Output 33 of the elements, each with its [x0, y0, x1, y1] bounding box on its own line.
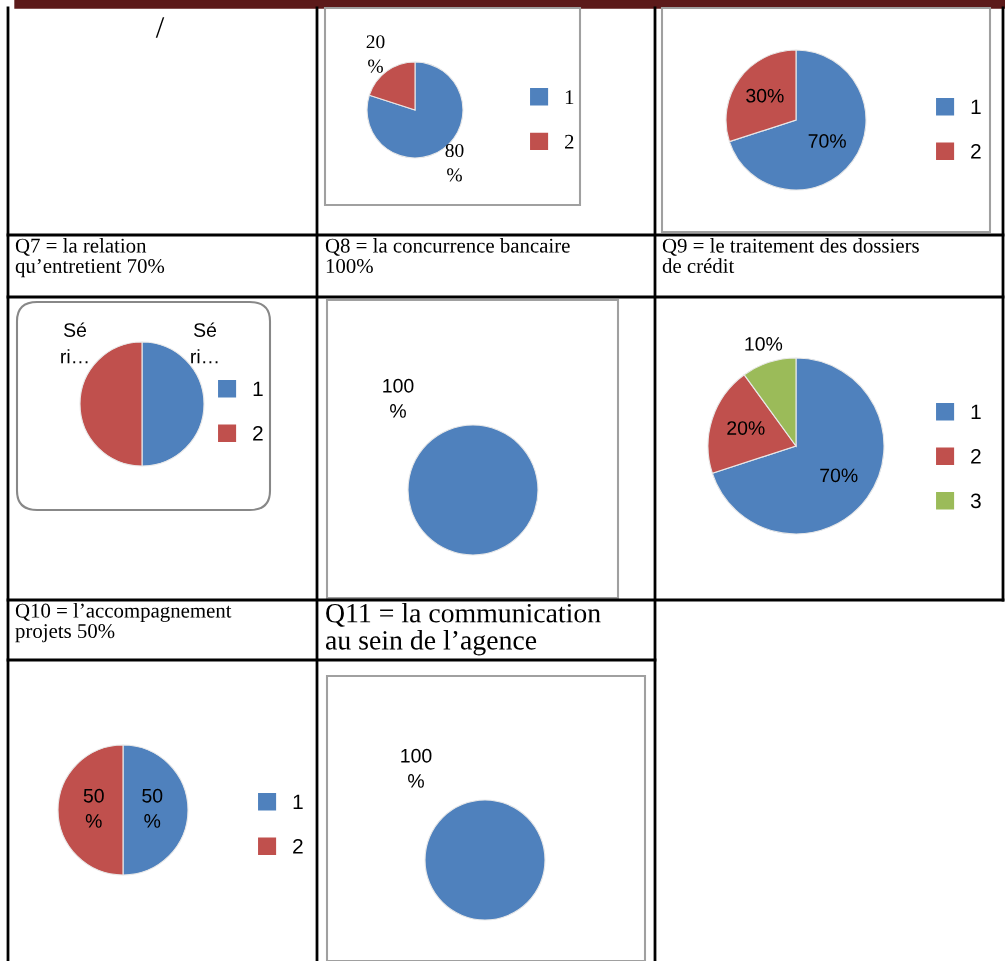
data-label: 20 % — [366, 35, 385, 73]
legend-label: 1 — [971, 404, 981, 419]
legend-label: 3 — [970, 493, 981, 509]
legend-label: 1 — [971, 99, 981, 114]
data-label: 50 % — [142, 788, 163, 828]
data-label: 80 % — [445, 143, 464, 182]
pie-slice — [711, 357, 885, 535]
legend-label: 2 — [971, 448, 981, 464]
data-label: 70% — [820, 468, 858, 483]
legend-label: 2 — [565, 134, 574, 149]
data-label: 30% — [746, 88, 784, 103]
text: / — [155, 17, 165, 38]
data-label: 50 % — [83, 788, 104, 828]
legend-label: 1 — [565, 90, 574, 104]
chart-title: Q10 = l’accompagnement projets 50% — [15, 603, 232, 643]
data-label: 100 % — [383, 378, 414, 418]
legend-label: 1 — [293, 794, 303, 809]
chart-title: Q11 = la communication au sein de l’agence — [325, 603, 601, 656]
legend-label: 2 — [253, 425, 263, 441]
pie-slice — [728, 49, 867, 191]
text: Sé ri… — [191, 322, 218, 364]
text: Sé ri… — [61, 322, 88, 364]
pie-slice — [366, 61, 464, 159]
chart-title: Q8 = la concurrence bancaire 100% — [325, 238, 570, 274]
data-label: 70% — [808, 134, 846, 148]
chart-title: Q9 = le traitement des dossiers de crédit — [662, 238, 919, 273]
legend-label: 2 — [971, 143, 981, 159]
data-label: 20% — [727, 421, 765, 435]
chart-title: Q7 = la relation qu’entretient 70% — [15, 238, 165, 278]
data-label: 10% — [745, 337, 783, 351]
legend-label: 2 — [293, 838, 303, 854]
data-label: 100 % — [401, 748, 432, 788]
legend-label: 1 — [253, 381, 263, 396]
